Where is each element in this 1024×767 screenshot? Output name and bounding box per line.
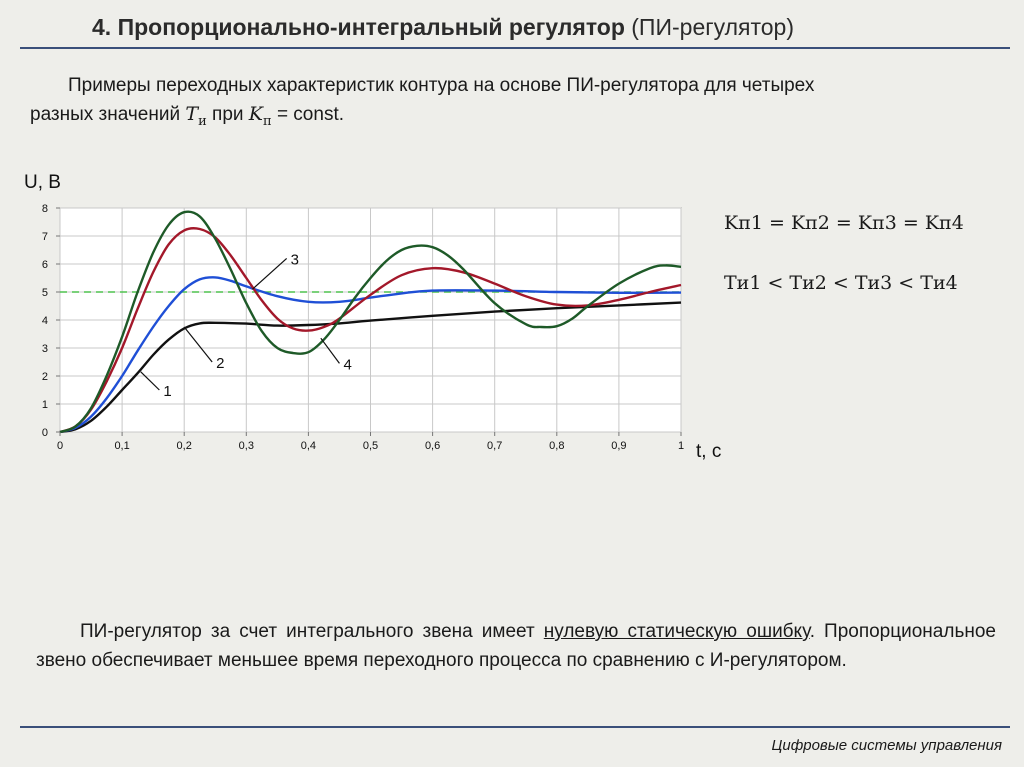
title-normal: (ПИ-регулятор) (631, 14, 795, 40)
y-tick-label: 7 (42, 231, 48, 243)
series-label-3: 3 (291, 251, 299, 268)
y-tick-label: 6 (42, 259, 48, 271)
intro-text-4: = const. (276, 104, 345, 125)
t-relation-formula: Tи1 < Tи2 < Tи3 < Tи4 (724, 272, 958, 294)
y-tick-label: 2 (42, 371, 48, 383)
conclusion-underlined: нулевую статическую ошибку (543, 621, 810, 642)
intro-line-1: Примеры переходных характеристик контура… (68, 75, 815, 96)
series-label-1: 1 (163, 383, 171, 400)
intro-text-3: при (212, 104, 244, 125)
y-tick-label: 0 (42, 427, 48, 439)
footer-rule (20, 726, 1010, 728)
t-letter: T (185, 103, 199, 125)
conclusion-text-2: . Пропорциональное звено обеспечивает ме… (36, 621, 996, 671)
series-label-2: 2 (216, 355, 224, 372)
intro-k-symbol: Kп (248, 103, 272, 129)
y-tick-label: 4 (42, 315, 48, 327)
x-tick-label: 0,4 (301, 440, 316, 452)
step-response-chart: 0 0,1 0,2 0,3 0,4 0,5 0,6 0,7 0,8 0,9 1 0 1 2 3 4 5 6 7 8 1… (24, 172, 721, 462)
label-leader-3 (252, 257, 288, 290)
x-tick-label: 1 (678, 440, 684, 452)
y-tick-label: 5 (42, 287, 48, 299)
series-line-2 (59, 276, 682, 434)
x-tick-label: 0,3 (239, 440, 254, 452)
intro-paragraph: Примеры переходных характеристик контура… (30, 72, 990, 136)
x-tick-label: 0,8 (549, 440, 564, 452)
label-leader-2 (183, 326, 213, 363)
title-rule (20, 47, 1010, 49)
x-tick-label: 0,1 (114, 440, 129, 452)
slide-title: 4. Пропорционально-интегральный регулято… (92, 14, 992, 41)
t-subscript: и (198, 113, 207, 129)
intro-text-2: разных значений (30, 104, 181, 125)
title-bold: 4. Пропорционально-интегральный регулято… (92, 14, 625, 40)
footer-course-title: Цифровые системы управления (771, 737, 1002, 754)
grid-lines (59, 207, 682, 433)
x-tick-label: 0 (57, 440, 63, 452)
conclusion-text-1: ПИ-регулятор за счет интегрального звена… (80, 621, 535, 642)
intro-t-symbol: Tи (185, 103, 206, 129)
k-subscript: п (262, 113, 272, 129)
label-leader-1 (140, 371, 160, 391)
series-layer (59, 210, 682, 434)
y-axis-label: U, В (24, 172, 61, 193)
x-tick-label: 0,5 (363, 440, 378, 452)
series-label-4: 4 (343, 356, 351, 373)
x-tick-label: 0,2 (177, 440, 192, 452)
curve-labels: 1 2 3 4 (140, 251, 352, 400)
parameter-relations: Kп1 = Kп2 = Kп3 = Kп4 Tи1 < Tи2 < Tи3 < … (724, 212, 1014, 332)
x-tick-label: 0,9 (611, 440, 626, 452)
k-relation-formula: Kп1 = Kп2 = Kп3 = Kп4 (724, 212, 964, 234)
label-leader-4 (320, 337, 340, 364)
x-tick-label: 0,6 (425, 440, 440, 452)
tick-labels: 0 0,1 0,2 0,3 0,4 0,5 0,6 0,7 0,8 0,9 1 0 1 2 3 4 5 6 7 8 (42, 203, 684, 452)
x-axis-label: t, c (696, 441, 721, 462)
intro-line-2: разных значений Tи при Kп = const. (30, 100, 990, 136)
y-tick-label: 3 (42, 343, 48, 355)
x-tick-label: 0,7 (487, 440, 502, 452)
k-letter: K (248, 103, 263, 125)
y-tick-label: 8 (42, 203, 48, 215)
series-line-3 (59, 227, 682, 434)
y-tick-label: 1 (42, 399, 48, 411)
series-line-1 (59, 301, 682, 434)
conclusion-paragraph: ПИ-регулятор за счет интегрального звена… (36, 617, 996, 675)
series-line-4 (59, 210, 682, 434)
